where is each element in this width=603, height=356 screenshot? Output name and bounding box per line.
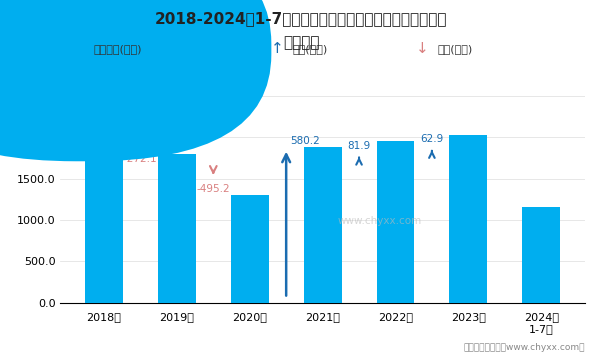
- Text: 62.9: 62.9: [420, 134, 444, 144]
- Text: 出口货值(亿元): 出口货值(亿元): [93, 44, 142, 54]
- Text: 2018-2024年1-7月全国黑色金属冶炼和压延加工业出口货: 2018-2024年1-7月全国黑色金属冶炼和压延加工业出口货: [155, 11, 448, 26]
- Bar: [231, 195, 269, 303]
- Text: 减少(亿元): 减少(亿元): [437, 44, 472, 54]
- Bar: [449, 135, 487, 303]
- Text: ↓: ↓: [415, 41, 429, 56]
- Text: ↑: ↑: [271, 41, 284, 56]
- Bar: [304, 147, 341, 303]
- Bar: [522, 207, 560, 303]
- Bar: [85, 132, 123, 303]
- Text: 增加(亿元): 增加(亿元): [292, 44, 327, 54]
- Text: 值统计图: 值统计图: [283, 36, 320, 51]
- Bar: [158, 155, 196, 303]
- Text: -272.1: -272.1: [124, 154, 157, 164]
- Text: -495.2: -495.2: [197, 184, 230, 194]
- Text: 580.2: 580.2: [290, 136, 320, 146]
- Text: 制图：智研咨询（www.chyxx.com）: 制图：智研咨询（www.chyxx.com）: [464, 344, 585, 352]
- Text: 81.9: 81.9: [347, 141, 371, 151]
- Text: www.chyxx.com: www.chyxx.com: [338, 216, 422, 226]
- Bar: [376, 141, 414, 303]
